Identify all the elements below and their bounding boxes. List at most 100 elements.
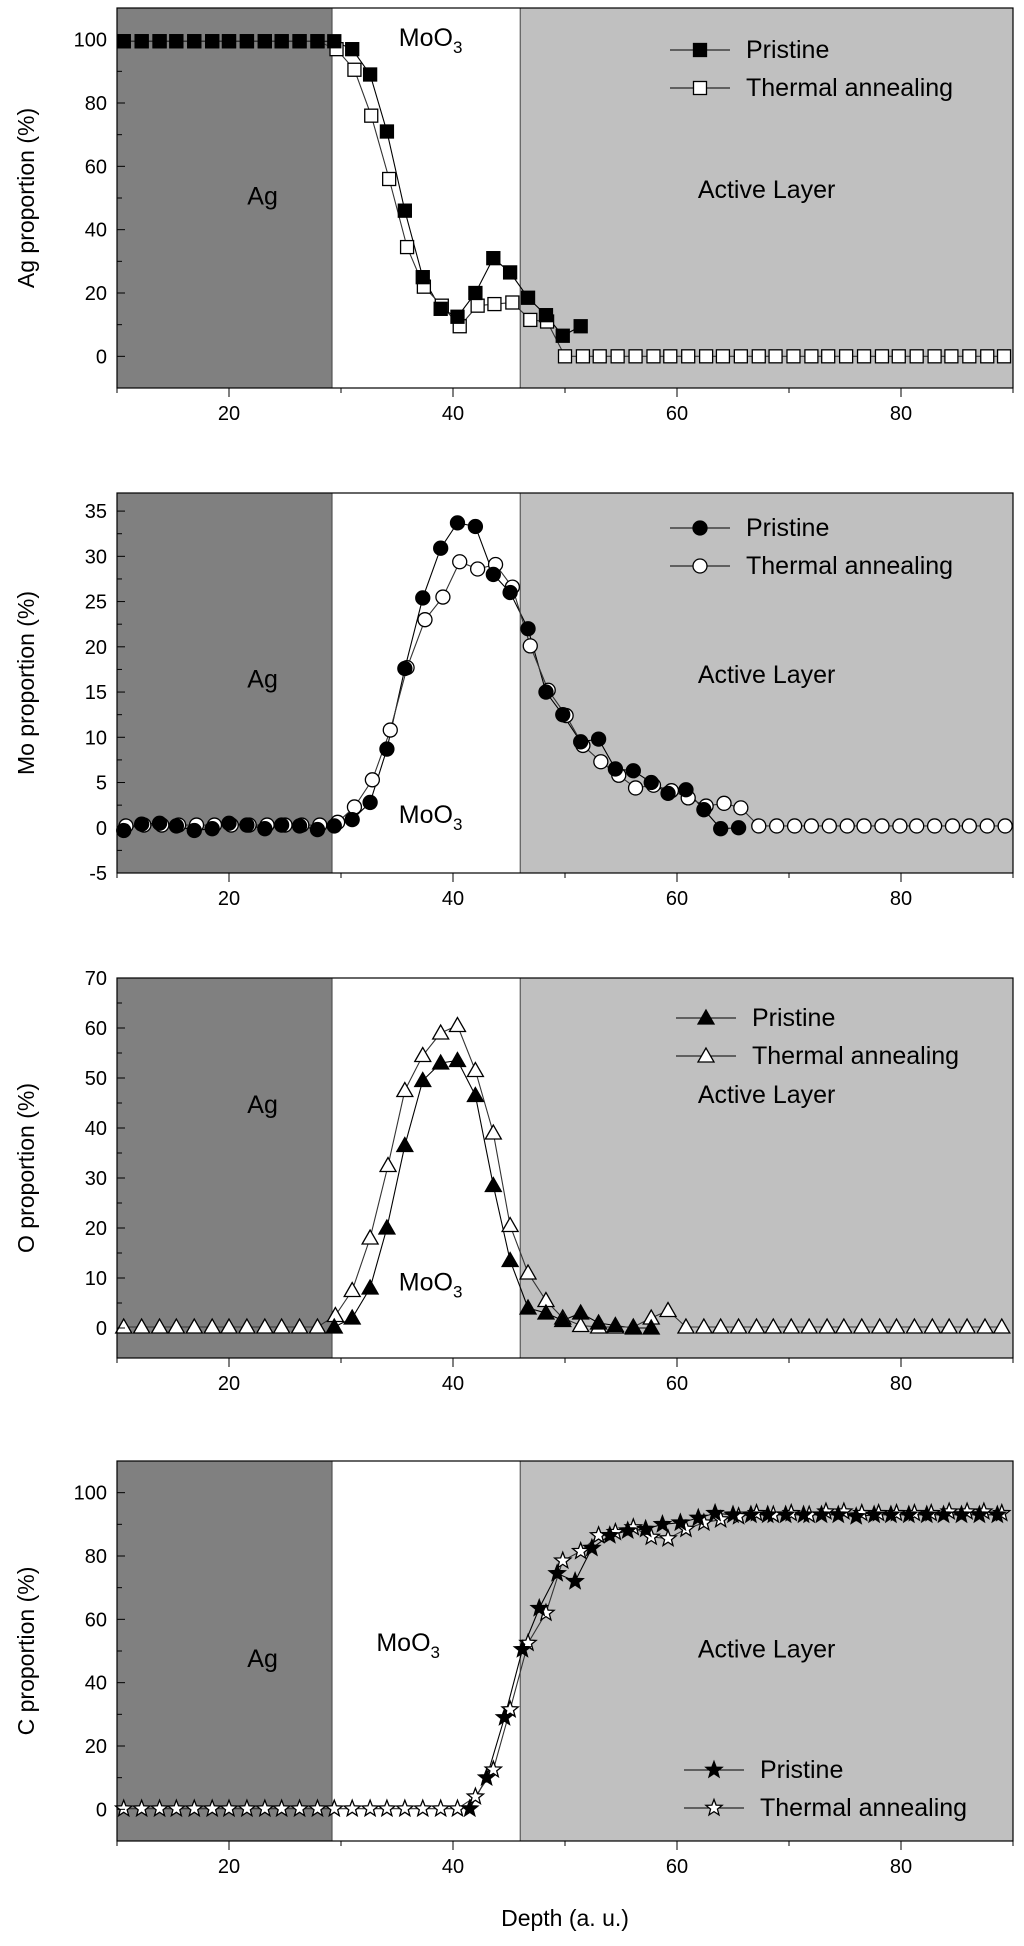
data-point <box>379 741 395 757</box>
data-point <box>152 34 167 49</box>
data-point <box>951 1504 972 1524</box>
data-point <box>933 1504 954 1524</box>
y-tick-label: 30 <box>85 546 107 568</box>
data-point <box>769 818 785 834</box>
data-point <box>573 734 589 750</box>
y-tick-label: 20 <box>85 1218 107 1240</box>
data-point <box>839 818 855 834</box>
series-points-pristine <box>116 515 747 839</box>
data-point <box>308 1317 327 1334</box>
data-point <box>828 1504 849 1524</box>
data-point <box>202 1798 223 1818</box>
data-point <box>899 1504 919 1524</box>
legend-entry-thermal-annealing: Thermal annealing <box>746 74 953 102</box>
data-point <box>944 349 959 364</box>
data-point <box>610 349 625 364</box>
data-point <box>291 818 308 834</box>
data-point <box>309 821 326 838</box>
x-tick-label: 80 <box>890 1856 912 1878</box>
data-point <box>980 349 995 364</box>
legend-marker <box>696 1008 716 1025</box>
data-point <box>133 816 150 832</box>
legend: Pristine Thermal annealing <box>670 514 953 580</box>
data-point <box>132 1317 151 1334</box>
x-tick-label: 60 <box>666 403 688 425</box>
data-point <box>874 349 890 364</box>
data-point <box>606 1316 625 1333</box>
y-axis-label: O proportion (%) <box>13 1083 39 1253</box>
x-tick-label: 20 <box>218 1856 240 1878</box>
data-point <box>342 1798 363 1818</box>
data-point <box>557 349 573 364</box>
data-point <box>219 1798 239 1818</box>
data-point <box>652 1513 673 1533</box>
data-point <box>555 328 570 343</box>
data-point <box>547 1563 567 1582</box>
data-point <box>500 1699 520 1718</box>
data-point <box>975 1317 995 1334</box>
data-point <box>520 290 536 305</box>
data-point <box>433 301 448 316</box>
data-point <box>486 251 501 266</box>
data-point <box>768 349 783 364</box>
chart-panel-2: Ag MoO3 Active Layer Pristine Thermal anneal… <box>13 492 1014 910</box>
data-point <box>979 818 995 834</box>
data-point <box>529 1597 550 1617</box>
data-point <box>360 1278 380 1295</box>
data-point <box>733 349 748 364</box>
data-point <box>187 34 202 49</box>
data-point <box>643 774 659 791</box>
data-point <box>377 1798 397 1818</box>
region-label-active-layer: Active Layer <box>698 1635 836 1663</box>
x-tick-label: 80 <box>890 403 912 425</box>
y-tick-label: 20 <box>85 1736 107 1758</box>
legend-entry-pristine: Pristine <box>752 1004 835 1032</box>
data-point <box>599 1525 620 1544</box>
data-point <box>834 1317 854 1334</box>
data-point <box>711 1317 730 1334</box>
data-point <box>310 34 325 49</box>
series-points-pristine <box>325 1051 661 1335</box>
y-tick-label: 80 <box>85 93 107 115</box>
y-tick-label: 10 <box>85 1268 107 1290</box>
data-point <box>257 821 273 837</box>
data-point <box>793 1504 814 1524</box>
x-tick-label: 40 <box>442 1856 464 1878</box>
y-axis-label: Ag proportion (%) <box>13 108 39 288</box>
legend: Pristine Thermal annealing <box>676 1004 959 1070</box>
data-point <box>237 1317 257 1334</box>
data-point <box>969 1504 990 1524</box>
y-axis-label: Mo proportion (%) <box>13 591 39 775</box>
region-label-active-layer: Active Layer <box>698 176 836 204</box>
data-point <box>399 239 415 255</box>
data-point <box>996 349 1012 364</box>
x-tick-label: 40 <box>442 888 464 910</box>
data-point <box>676 1317 696 1334</box>
legend-marker <box>692 42 708 58</box>
data-point <box>786 349 801 364</box>
data-point <box>255 1317 274 1334</box>
data-point <box>169 34 184 49</box>
data-point <box>449 515 466 531</box>
data-point <box>166 1798 187 1818</box>
y-tick-label: 0 <box>96 1318 107 1340</box>
region-ag-band <box>117 1461 333 1841</box>
data-point <box>927 349 942 364</box>
x-tick-label: 40 <box>442 403 464 425</box>
data-point <box>431 1053 450 1070</box>
data-point <box>782 1317 801 1334</box>
data-point <box>273 817 290 833</box>
data-point <box>821 818 837 834</box>
data-point <box>151 815 168 831</box>
data-point <box>617 1520 638 1540</box>
region-active-layer-band <box>520 978 1013 1358</box>
data-point <box>538 308 554 323</box>
data-point <box>345 42 360 57</box>
data-point <box>413 1071 432 1088</box>
series-points-pristine <box>459 1502 1008 1818</box>
data-point <box>378 1156 398 1173</box>
data-point <box>494 1707 515 1726</box>
y-axis-label: C proportion (%) <box>13 1567 39 1736</box>
data-point <box>184 1798 205 1818</box>
